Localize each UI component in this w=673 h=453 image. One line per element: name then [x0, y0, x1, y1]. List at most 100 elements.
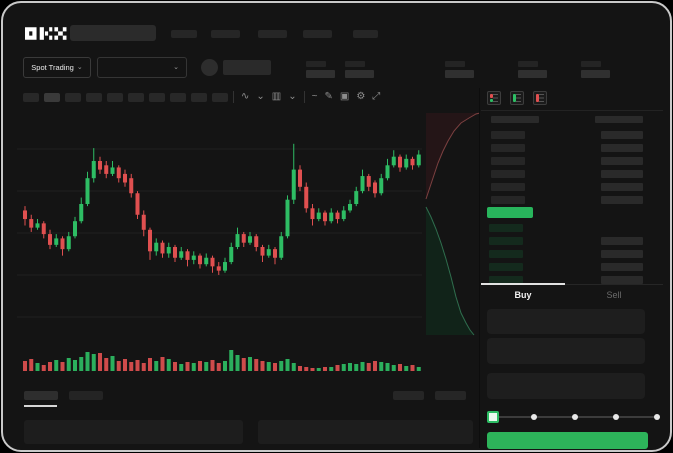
amount-skeleton [601, 195, 643, 204]
divider [481, 110, 663, 111]
active-tab-underline [24, 405, 57, 407]
pair-dropdown[interactable]: ⌄ [97, 57, 187, 78]
bottom-tab[interactable] [69, 391, 103, 400]
price-skeleton [491, 143, 525, 152]
tab-buy[interactable]: Buy [514, 290, 532, 300]
orderbook-asks [481, 128, 663, 206]
stat-skeleton [445, 61, 474, 78]
price-skeleton [491, 169, 525, 178]
market-type-label: Spot Trading [31, 63, 74, 72]
timeframe-button[interactable] [23, 93, 39, 102]
ask-row[interactable] [481, 154, 663, 167]
amount-skeleton [601, 156, 643, 165]
camera-snapshot-icon[interactable]: ▣ [339, 91, 350, 102]
price-skeleton [491, 156, 525, 165]
price-skeleton [489, 249, 523, 258]
candlestick-chart[interactable] [17, 111, 481, 379]
timeframe-button[interactable] [44, 93, 60, 102]
price-skeleton [489, 275, 523, 284]
orderbook-buy-view-icon[interactable] [510, 91, 524, 105]
timeframe-button[interactable] [128, 93, 144, 102]
orders-table-skeleton [258, 420, 473, 444]
timeframe-button[interactable] [191, 93, 207, 102]
orderbook-sell-view-icon[interactable] [533, 91, 547, 105]
slider-stop[interactable] [654, 414, 660, 420]
fullscreen-icon[interactable]: ⤢ [372, 91, 381, 102]
orderbook-price-header-skeleton [491, 116, 539, 123]
slider-stop[interactable] [572, 414, 578, 420]
trendline-tool-icon[interactable]: ~ [311, 91, 318, 102]
bid-row[interactable] [481, 273, 663, 286]
bid-row[interactable] [481, 247, 663, 260]
coin-avatar [201, 59, 218, 76]
amount-skeleton [601, 130, 643, 139]
nav-item[interactable] [303, 30, 332, 38]
chart-tool-icons: ∿ ⌄ ▥ ⌄ ~ ✎ ▣ ⚙ ⤢ [233, 89, 380, 105]
pair-name-skeleton [223, 60, 271, 75]
slider-handle[interactable] [487, 411, 499, 423]
orders-table-skeleton [24, 420, 243, 444]
slider-stop[interactable] [613, 414, 619, 420]
stat-skeleton [306, 61, 335, 78]
indicator-wave-icon[interactable]: ∿ [241, 91, 250, 102]
bid-row[interactable] [481, 234, 663, 247]
orderbook-combined-view-icon[interactable] [487, 91, 501, 105]
price-skeleton [491, 130, 525, 139]
ask-row[interactable] [481, 193, 663, 206]
stat-skeleton [518, 61, 547, 78]
order-amount-field[interactable] [487, 338, 645, 364]
bottom-action-skeleton[interactable] [393, 391, 424, 400]
settings-gear-icon[interactable]: ⚙ [356, 91, 366, 102]
timeframe-button[interactable] [170, 93, 186, 102]
ask-row[interactable] [481, 167, 663, 180]
amount-skeleton [601, 262, 643, 271]
amount-skeleton [601, 275, 643, 284]
price-skeleton [489, 236, 523, 245]
search-bar[interactable] [70, 25, 156, 41]
pencil-tool-icon[interactable]: ✎ [324, 91, 333, 102]
amount-skeleton [601, 182, 643, 191]
bottom-tab-active[interactable] [24, 391, 58, 400]
last-price-bar [487, 207, 533, 218]
amount-skeleton [601, 169, 643, 178]
price-skeleton [491, 195, 525, 204]
ask-row[interactable] [481, 128, 663, 141]
order-total-field[interactable] [487, 373, 645, 399]
nav-item[interactable] [171, 30, 197, 38]
tab-sell[interactable]: Sell [606, 290, 622, 300]
price-skeleton [489, 262, 523, 271]
price-skeleton [491, 182, 525, 191]
order-price-field[interactable] [487, 309, 645, 334]
amount-skeleton [601, 249, 643, 258]
active-tab-underline [481, 283, 565, 285]
slider-stop[interactable] [531, 414, 537, 420]
nav-item[interactable] [211, 30, 240, 38]
candle-style-icon[interactable]: ▥ [271, 91, 282, 102]
ask-row[interactable] [481, 180, 663, 193]
nav-item[interactable] [258, 30, 287, 38]
nav-item[interactable] [353, 30, 378, 38]
chevron-down-icon[interactable]: ⌄ [288, 91, 297, 102]
trade-panel: Buy Sell [481, 88, 663, 450]
chevron-down-icon: ⌄ [173, 64, 179, 71]
bottom-action-skeleton[interactable] [435, 391, 466, 400]
price-skeleton [489, 223, 523, 232]
bid-row[interactable] [481, 260, 663, 273]
ask-row[interactable] [481, 141, 663, 154]
divider [233, 91, 234, 103]
buy-button[interactable] [487, 432, 648, 449]
timeframe-button[interactable] [65, 93, 81, 102]
divider [481, 284, 663, 285]
timeframe-button[interactable] [107, 93, 123, 102]
panel-divider [479, 88, 480, 448]
chevron-down-icon[interactable]: ⌄ [256, 91, 265, 102]
amount-skeleton [601, 143, 643, 152]
okx-logo [25, 27, 67, 40]
timeframe-button[interactable] [149, 93, 165, 102]
bid-row[interactable] [481, 221, 663, 234]
timeframe-button[interactable] [212, 93, 228, 102]
market-type-dropdown[interactable]: Spot Trading ⌄ [23, 57, 91, 78]
timeframe-button[interactable] [86, 93, 102, 102]
